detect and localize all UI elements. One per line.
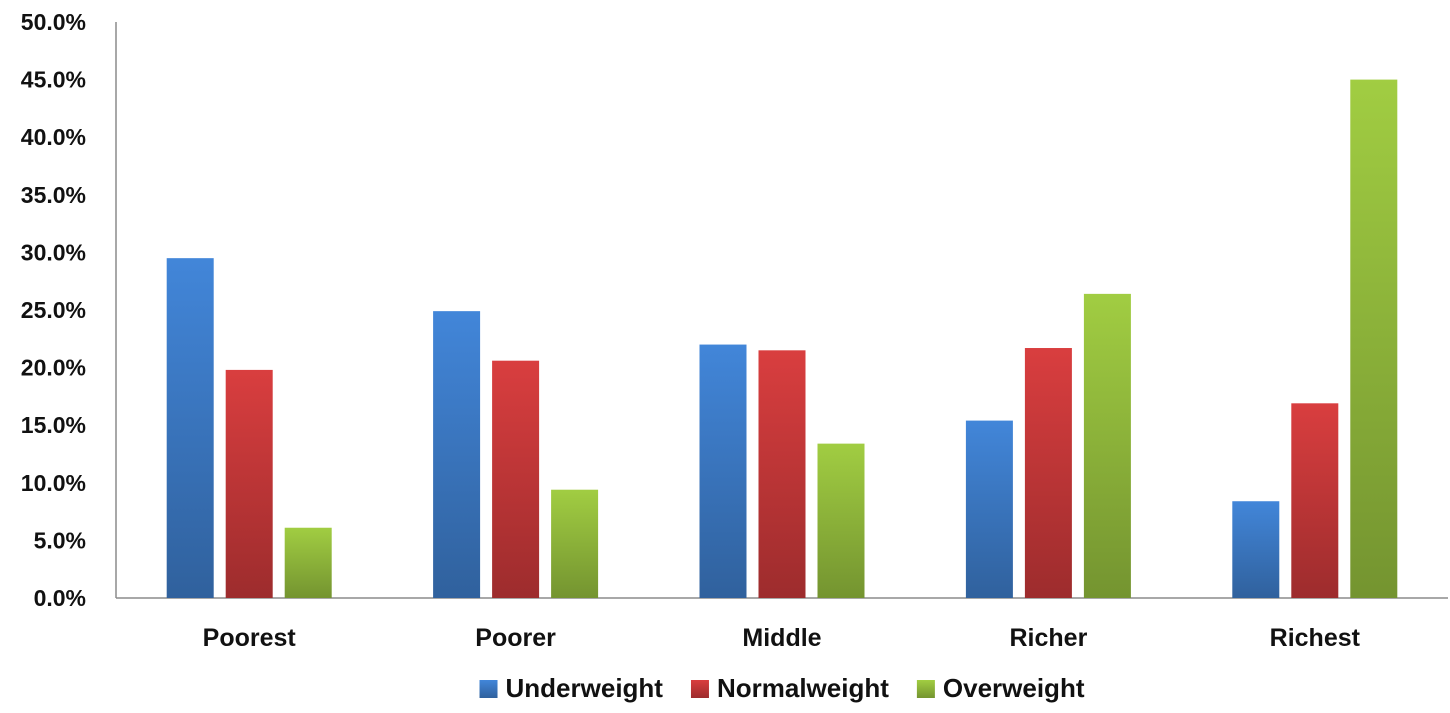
legend-label-overweight: Overweight bbox=[943, 673, 1085, 703]
bar-normalweight-richer bbox=[1024, 348, 1072, 598]
legend-swatch-normalweight bbox=[690, 680, 709, 698]
x-tick-label: Richest bbox=[1270, 624, 1361, 652]
x-tick-label: Poorest bbox=[203, 624, 297, 652]
x-tick-label: Poorer bbox=[475, 624, 556, 652]
bars bbox=[166, 79, 1398, 599]
y-tick-label: 45.0% bbox=[21, 67, 86, 93]
y-tick-label: 0.0% bbox=[34, 585, 86, 611]
bar-underweight-middle bbox=[699, 344, 747, 598]
y-tick-label: 5.0% bbox=[34, 527, 86, 553]
bar-overweight-richer bbox=[1083, 293, 1131, 598]
bar-underweight-poorer bbox=[433, 311, 481, 598]
legend-label-normalweight: Normalweight bbox=[717, 673, 889, 703]
y-tick-label: 35.0% bbox=[21, 182, 86, 208]
bar-normalweight-poorer bbox=[492, 360, 540, 598]
legend: Underweight Normalweight Overweight bbox=[479, 673, 1085, 703]
legend-swatch-overweight bbox=[916, 680, 935, 698]
bar-normalweight-richest bbox=[1291, 403, 1339, 598]
x-tick-label: Middle bbox=[742, 624, 821, 652]
tick-labels: 0.0% 5.0% 10.0% 15.0% 20.0% 25.0% 30.0% 35.0% 40… bbox=[21, 9, 1361, 652]
legend-swatch-underweight bbox=[479, 680, 498, 698]
x-tick-label: Richer bbox=[1009, 624, 1087, 652]
y-tick-label: 50.0% bbox=[21, 9, 86, 35]
y-tick-label: 15.0% bbox=[21, 412, 86, 438]
bar-normalweight-poorest bbox=[225, 369, 273, 598]
y-tick-label: 25.0% bbox=[21, 297, 86, 323]
legend-label-underweight: Underweight bbox=[506, 673, 664, 703]
bar-overweight-richest bbox=[1350, 79, 1398, 599]
bar-overweight-poorer bbox=[551, 489, 599, 598]
bar-overweight-middle bbox=[817, 443, 865, 598]
y-tick-label: 40.0% bbox=[21, 124, 86, 150]
bar-underweight-poorest bbox=[166, 258, 214, 598]
y-tick-label: 10.0% bbox=[21, 470, 86, 496]
bar-underweight-richest bbox=[1232, 501, 1280, 598]
y-tick-label: 20.0% bbox=[21, 355, 86, 381]
bar-overweight-poorest bbox=[284, 527, 332, 598]
bar-underweight-richer bbox=[965, 420, 1013, 598]
bar-normalweight-middle bbox=[758, 350, 806, 598]
y-tick-label: 30.0% bbox=[21, 239, 86, 265]
